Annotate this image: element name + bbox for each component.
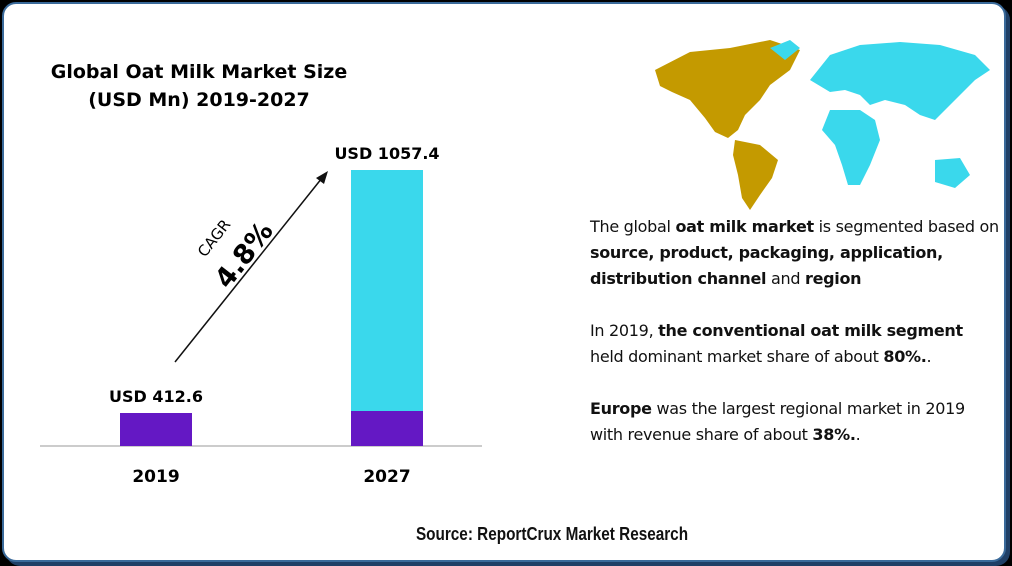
highlight-text: source, product, packaging, application,… bbox=[590, 243, 943, 288]
body-text: The global bbox=[590, 217, 676, 236]
value-label-2019: USD 412.6 bbox=[109, 387, 203, 406]
source-note: Source: ReportCrux Market Research bbox=[415, 524, 689, 544]
highlight-text: 38%. bbox=[812, 425, 856, 444]
paragraph-europe-share: Europe was the largest regional market i… bbox=[590, 396, 1000, 448]
paragraph-segmentation: The global oat milk market is segmented … bbox=[590, 214, 1000, 292]
highlight-text: oat milk market bbox=[675, 217, 814, 236]
body-text: held dominant market share of about bbox=[590, 347, 884, 366]
body-text: . bbox=[855, 425, 861, 444]
bar-2027-growth bbox=[351, 170, 423, 411]
x-tick-2027: 2027 bbox=[363, 467, 410, 487]
paragraph-conventional-share: In 2019, the conventional oat milk segme… bbox=[590, 318, 1000, 370]
highlight-text: the conventional oat milk segment bbox=[658, 321, 963, 340]
highlight-text: Europe bbox=[590, 399, 652, 418]
body-text: was the largest regional market in 2019 … bbox=[590, 399, 965, 444]
body-text: and bbox=[766, 269, 805, 288]
chart-title: Global Oat Milk Market Size (USD Mn) 201… bbox=[50, 61, 348, 111]
highlight-text: 80%. bbox=[883, 347, 927, 366]
value-label-2027: USD 1057.4 bbox=[334, 144, 439, 163]
bar-2019 bbox=[120, 413, 192, 446]
x-tick-2019: 2019 bbox=[132, 467, 179, 487]
body-text: In 2019, bbox=[590, 321, 659, 340]
world-map bbox=[655, 40, 990, 210]
body-text: is segmented based on bbox=[813, 217, 999, 236]
growth-arrow bbox=[174, 177, 323, 363]
highlight-text: region bbox=[805, 269, 862, 288]
arrow-head-icon bbox=[316, 171, 328, 184]
bar-2027-base bbox=[351, 411, 423, 446]
body-text: . bbox=[926, 347, 932, 366]
eurasia-africa-map bbox=[770, 40, 990, 188]
americas-map bbox=[655, 40, 800, 210]
